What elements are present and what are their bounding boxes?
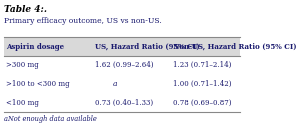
Text: >300 mg: >300 mg xyxy=(6,61,39,69)
Text: aNot enough data available: aNot enough data available xyxy=(4,115,97,123)
FancyBboxPatch shape xyxy=(4,37,240,56)
Text: 1.23 (0.71–2.14): 1.23 (0.71–2.14) xyxy=(172,61,231,69)
Text: 1.00 (0.71–1.42): 1.00 (0.71–1.42) xyxy=(172,80,231,88)
FancyBboxPatch shape xyxy=(4,75,240,93)
Text: 0.78 (0.69–0.87): 0.78 (0.69–0.87) xyxy=(172,99,231,107)
Text: <100 mg: <100 mg xyxy=(6,99,39,107)
FancyBboxPatch shape xyxy=(4,93,240,112)
Text: 0.73 (0.40–1.33): 0.73 (0.40–1.33) xyxy=(95,99,154,107)
FancyBboxPatch shape xyxy=(4,56,240,75)
Text: Aspirin dosage: Aspirin dosage xyxy=(6,43,64,51)
Text: Primary efficacy outcome, US vs non-US.: Primary efficacy outcome, US vs non-US. xyxy=(4,17,162,25)
Text: >100 to <300 mg: >100 to <300 mg xyxy=(6,80,70,88)
Text: a: a xyxy=(112,80,117,88)
Text: Non-US, Hazard Ratio (95% CI): Non-US, Hazard Ratio (95% CI) xyxy=(172,43,296,51)
Text: 1.62 (0.99–2.64): 1.62 (0.99–2.64) xyxy=(95,61,154,69)
Text: US, Hazard Ratio (95% CI): US, Hazard Ratio (95% CI) xyxy=(95,43,200,51)
Text: Table 4:.: Table 4:. xyxy=(4,5,47,14)
